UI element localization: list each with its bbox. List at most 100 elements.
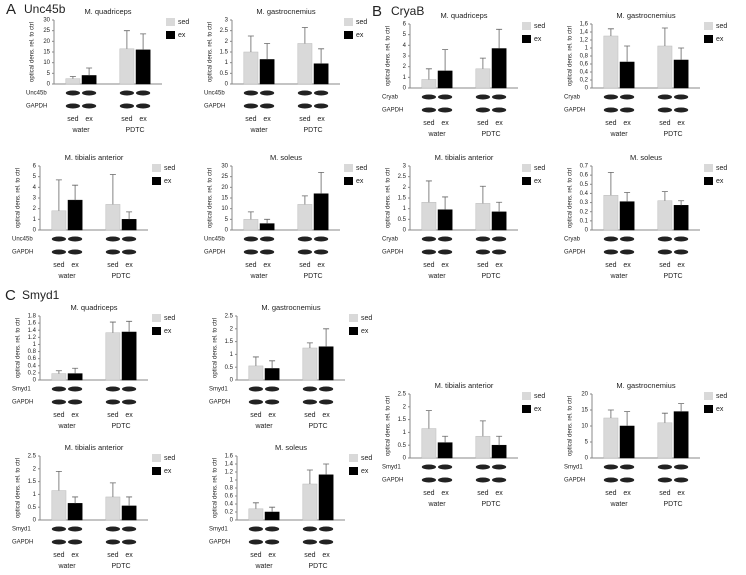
bar [121, 505, 137, 521]
bar [657, 200, 673, 231]
lane-label: sed [423, 490, 434, 497]
blot-band [492, 464, 507, 470]
legend-label: ex [534, 36, 542, 43]
blot-band [603, 107, 619, 113]
blot-band [603, 477, 619, 483]
panel-title: Smyd1 [22, 288, 60, 302]
error-bar [479, 57, 486, 69]
error-bar [479, 420, 486, 437]
y-tick-label: 1.5 [225, 339, 234, 345]
bar [67, 503, 83, 521]
y-axis-label: optical dens. rel. to ctrl [16, 168, 22, 228]
y-tick-label: 0,8 [580, 54, 589, 60]
blot-band [122, 526, 137, 532]
legend-label: ex [164, 178, 172, 185]
y-tick-label: 0 [585, 456, 589, 462]
legend-swatch [704, 405, 713, 413]
lane-label: ex [677, 262, 685, 269]
lane-label: ex [71, 412, 79, 419]
y-tick-label: 0.5 [220, 71, 229, 77]
legend-swatch [704, 177, 713, 185]
y-axis-label: optical dens. rel. to ctrl [213, 458, 219, 518]
bar [248, 365, 264, 381]
blot-band [620, 477, 635, 483]
y-tick-label: 2 [403, 185, 407, 191]
y-tick-label: 2 [33, 466, 37, 472]
legend-label: ex [361, 468, 369, 475]
category-label: water [609, 131, 628, 138]
blot-band [438, 107, 453, 113]
y-tick-label: 15 [221, 196, 228, 202]
blot-band [620, 94, 635, 100]
category-label: water [57, 273, 76, 280]
bar [259, 223, 275, 231]
bar [475, 203, 491, 231]
legend-swatch [152, 327, 161, 335]
blot-label: Unc45b [12, 237, 33, 243]
blot-band [265, 399, 280, 405]
legend-swatch [704, 392, 713, 400]
bar [318, 346, 334, 381]
lane-label: ex [125, 552, 133, 559]
category-label: PDTC [663, 273, 682, 280]
blot-label: Cryab [564, 95, 581, 101]
blot-label: GAPDH [26, 104, 47, 110]
legend-label: sed [356, 19, 367, 26]
bar [121, 331, 137, 381]
bar [657, 422, 673, 459]
lane-label: ex [322, 552, 330, 559]
blot-band [603, 94, 619, 100]
y-tick-label: 1.5 [398, 196, 407, 202]
y-tick-label: 2 [403, 404, 407, 410]
y-tick-label: 0.2 [225, 510, 234, 516]
bar [51, 373, 67, 381]
y-tick-label: 0.4 [28, 363, 37, 369]
blot-band [421, 249, 436, 255]
y-tick-label: 1.5 [28, 479, 37, 485]
category-label: water [71, 127, 90, 134]
blot-band [65, 103, 80, 109]
bar [313, 63, 329, 85]
blot-label: GAPDH [204, 250, 225, 256]
y-tick-label: 6 [33, 164, 37, 170]
legend-swatch [522, 177, 531, 185]
error-bar [318, 172, 325, 194]
legend-swatch [344, 164, 353, 172]
error-bar [624, 411, 631, 426]
blot-label: GAPDH [564, 250, 585, 256]
category-label: PDTC [303, 273, 322, 280]
y-tick-label: 5 [403, 32, 407, 38]
legend-swatch [152, 164, 161, 172]
lane-label: sed [245, 262, 256, 269]
blot-band [674, 94, 689, 100]
error-bar [126, 211, 133, 220]
category-label: PDTC [481, 501, 500, 508]
bar [264, 368, 280, 381]
y-tick-label: 0 [230, 518, 234, 524]
lane-label: ex [317, 116, 325, 123]
y-tick-label: 20 [43, 39, 50, 45]
legend-label: sed [534, 23, 545, 30]
error-bar [442, 49, 449, 71]
blot-band [475, 94, 490, 100]
blot-band [421, 94, 436, 100]
bar [437, 70, 453, 89]
blot-band [421, 464, 436, 470]
panel-title: CryaB [391, 4, 424, 18]
blot-band [302, 539, 317, 545]
legend-swatch [704, 35, 713, 43]
legend-swatch [349, 314, 358, 322]
bar [421, 202, 437, 231]
blot-band [243, 103, 258, 109]
panel-letter: C [5, 287, 16, 304]
y-tick-label: 1.6 [225, 454, 234, 460]
y-tick-label: 3 [403, 164, 407, 170]
legend-label: ex [164, 328, 172, 335]
y-tick-label: 0 [230, 378, 234, 384]
category-label: water [249, 273, 268, 280]
bar [65, 78, 81, 85]
y-tick-label: 1,2 [580, 38, 589, 44]
bar [437, 442, 453, 459]
y-tick-label: 3 [33, 196, 37, 202]
error-bar [306, 469, 313, 484]
